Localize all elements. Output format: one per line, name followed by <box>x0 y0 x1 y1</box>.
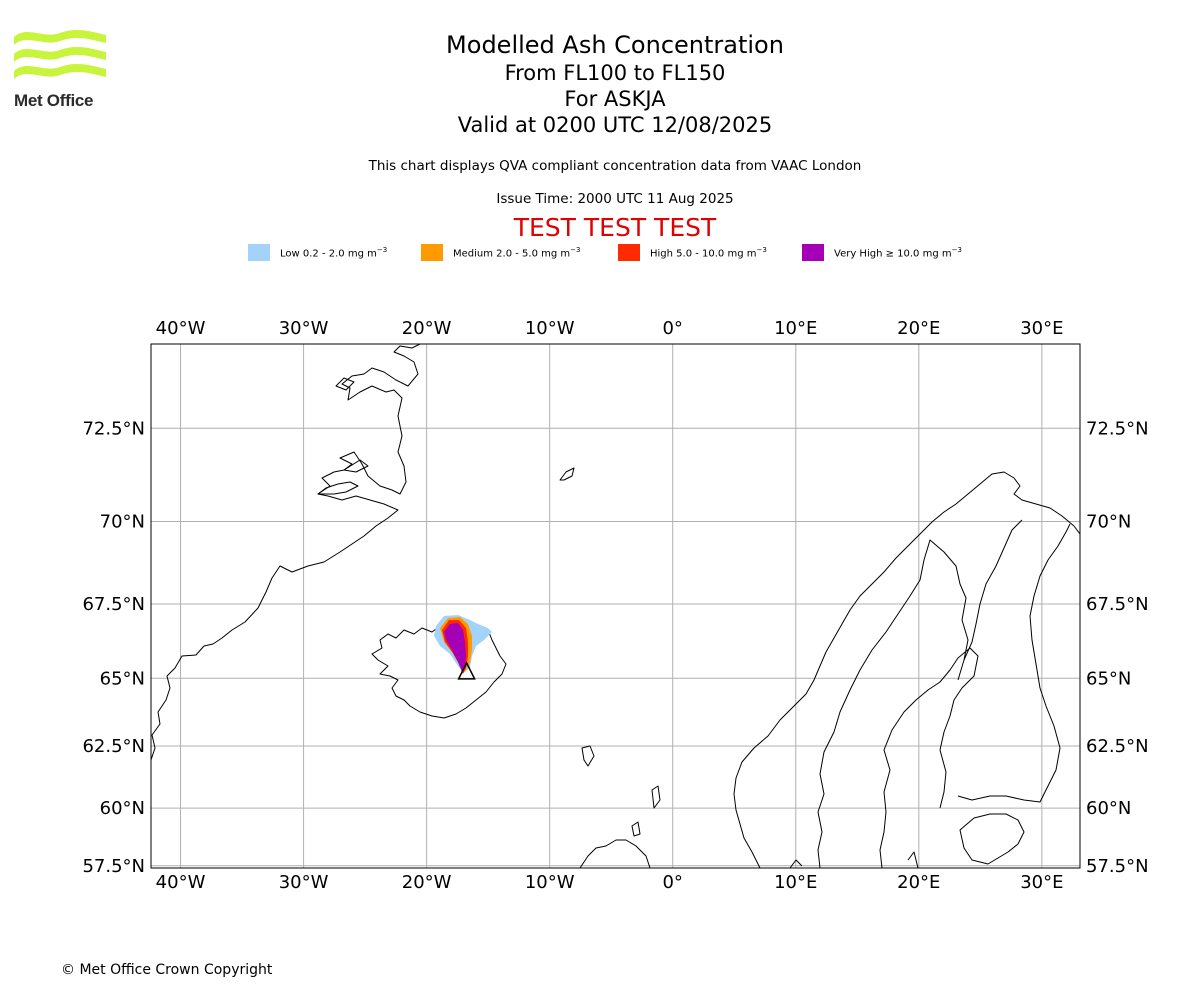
lon-label-top-4: 0° <box>662 318 682 339</box>
legend-swatch-very-high <box>802 244 824 261</box>
lat-label-left-5: 60°N <box>100 798 145 819</box>
coastline-orkney <box>631 821 641 837</box>
coastline-gotland <box>907 851 919 868</box>
lat-label-right-0: 72.5°N <box>1086 418 1149 439</box>
coastline-greenland <box>151 344 421 761</box>
legend-swatch-low <box>248 244 270 261</box>
chart-title-block: Modelled Ash Concentration From FL100 to… <box>330 30 900 138</box>
legend-item-low: Low 0.2 - 2.0 mg m−3 <box>248 244 387 261</box>
lat-label-right-4: 62.5°N <box>1086 736 1149 757</box>
coastline-baltic-states <box>959 813 1025 865</box>
legend-swatch-high <box>618 244 640 261</box>
legend-label-high: High 5.0 - 10.0 mg m−3 <box>650 245 767 260</box>
latitude-labels-left: 72.5°N 70°N 67.5°N 65°N 62.5°N 60°N 57.5°N <box>82 418 145 876</box>
chart-title: Modelled Ash Concentration <box>446 31 784 59</box>
legend-swatch-medium <box>421 244 443 261</box>
lon-label-bottom-2: 20°W <box>402 872 452 893</box>
lon-label-top-1: 30°W <box>279 318 329 339</box>
coastline-sweden-east <box>879 647 979 868</box>
coastline-shetland <box>651 785 661 809</box>
valid-time: Valid at 0200 UTC 12/08/2025 <box>457 113 773 137</box>
longitude-labels-top: 40°W 30°W 20°W 10°W 0° 10°E 20°E 30°E <box>156 318 1064 339</box>
ash-zone-very-high <box>444 623 466 672</box>
volcano-triangle-icon <box>457 661 476 680</box>
lon-label-top-2: 20°W <box>402 318 452 339</box>
lat-label-left-6: 57.5°N <box>82 856 145 877</box>
lat-label-right-1: 70°N <box>1086 511 1131 532</box>
coastline-iceland <box>371 623 507 719</box>
ash-concentration-map[interactable]: 40°W 30°W 20°W 10°W 0° 10°E 20°E 30°E 40°W 30°W 2… <box>0 300 1200 920</box>
met-office-waves-icon <box>14 29 106 79</box>
coastlines <box>151 344 1080 868</box>
coastline-norway <box>733 471 1080 868</box>
volcano-name: For ASKJA <box>564 87 666 111</box>
legend-item-medium: Medium 2.0 - 5.0 mg m−3 <box>421 244 580 261</box>
legend-label-low: Low 0.2 - 2.0 mg m−3 <box>280 245 388 260</box>
chart-description: This chart displays QVA compliant concen… <box>368 158 862 174</box>
legend-label-very-high: Very High ≥ 10.0 mg m−3 <box>834 245 962 260</box>
volcano-marker-askja[interactable] <box>457 661 476 680</box>
graticule <box>151 344 1080 868</box>
lon-label-bottom-4: 0° <box>662 872 682 893</box>
copyright-notice: © Met Office Crown Copyright <box>61 962 273 978</box>
lat-label-left-3: 65°N <box>100 668 145 689</box>
longitude-labels-bottom: 40°W 30°W 20°W 10°W 0° 10°E 20°E 30°E <box>156 872 1064 893</box>
ash-plume <box>434 615 492 674</box>
met-office-logo: Met Office <box>14 28 110 112</box>
border-sweden-finland <box>963 519 1023 661</box>
coastline-finland <box>957 523 1071 803</box>
coastline-greenland-sound <box>335 377 355 391</box>
met-office-wordmark: Met Office <box>14 91 94 110</box>
lat-label-right-2: 67.5°N <box>1086 594 1149 615</box>
lat-label-right-6: 57.5°N <box>1086 856 1149 877</box>
border-norway-sweden <box>817 539 969 868</box>
issue-time: Issue Time: 2000 UTC 11 Aug 2025 <box>496 191 734 207</box>
legend-item-very-high: Very High ≥ 10.0 mg m−3 <box>802 244 962 261</box>
legend-label-medium: Medium 2.0 - 5.0 mg m−3 <box>453 245 581 260</box>
lon-label-top-5: 10°E <box>774 318 817 339</box>
lon-label-bottom-1: 30°W <box>279 872 329 893</box>
latitude-labels-right: 72.5°N 70°N 67.5°N 65°N 62.5°N 60°N 57.5°N <box>1086 418 1149 876</box>
legend: Low 0.2 - 2.0 mg m−3 Medium 2.0 - 5.0 mg… <box>0 244 1200 264</box>
lon-label-bottom-0: 40°W <box>156 872 206 893</box>
map-frame <box>150 343 1081 869</box>
lon-label-top-6: 20°E <box>897 318 940 339</box>
lat-label-left-1: 70°N <box>100 511 145 532</box>
flight-level-range: From FL100 to FL150 <box>504 61 726 85</box>
legend-item-high: High 5.0 - 10.0 mg m−3 <box>618 244 767 261</box>
coastline-scotland <box>579 839 651 868</box>
lon-label-top-3: 10°W <box>525 318 575 339</box>
lon-label-top-7: 30°E <box>1020 318 1063 339</box>
lon-label-bottom-6: 20°E <box>897 872 940 893</box>
test-banner: TEST TEST TEST <box>513 213 717 242</box>
lon-label-bottom-3: 10°W <box>525 872 575 893</box>
coastline-denmark <box>789 859 803 868</box>
lon-label-top-0: 40°W <box>156 318 206 339</box>
coastline-jan-mayen <box>559 467 575 481</box>
lon-label-bottom-7: 30°E <box>1020 872 1063 893</box>
lat-label-left-2: 67.5°N <box>82 594 145 615</box>
lat-label-left-4: 62.5°N <box>82 736 145 757</box>
map-area: 40°W 30°W 20°W 10°W 0° 10°E 20°E 30°E 40°W 30°W 2… <box>0 300 1200 920</box>
coastline-greenland-inlet <box>317 481 359 495</box>
lat-label-right-5: 60°N <box>1086 798 1131 819</box>
lat-label-left-0: 72.5°N <box>82 418 145 439</box>
lat-label-right-3: 65°N <box>1086 668 1131 689</box>
coastline-greenland-fjord <box>343 459 369 473</box>
coastline-faroe <box>581 745 595 767</box>
lon-label-bottom-5: 10°E <box>774 872 817 893</box>
map-background <box>151 344 1080 868</box>
